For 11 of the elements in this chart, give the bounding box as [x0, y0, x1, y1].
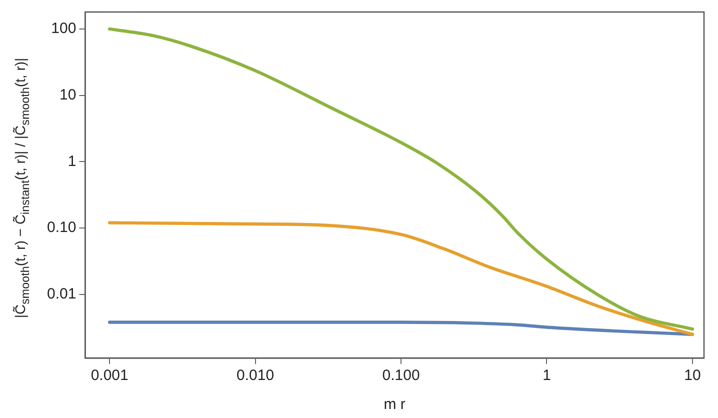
- x-tick-label: 0.100: [382, 367, 420, 384]
- x-tick-label: 0.010: [236, 367, 274, 384]
- y-tick-label: 0.10: [46, 219, 76, 236]
- x-axis-title: m r: [384, 396, 406, 414]
- y-tick-label: 1: [68, 152, 76, 170]
- x-tick-label: 0.001: [90, 367, 128, 384]
- y-tick-label: 10: [60, 86, 76, 104]
- x-tick-label: 10: [684, 367, 701, 384]
- x-tick-label: 1: [542, 367, 551, 384]
- y-tick-label: 100: [51, 20, 76, 38]
- y-tick-label: 0.01: [46, 286, 76, 303]
